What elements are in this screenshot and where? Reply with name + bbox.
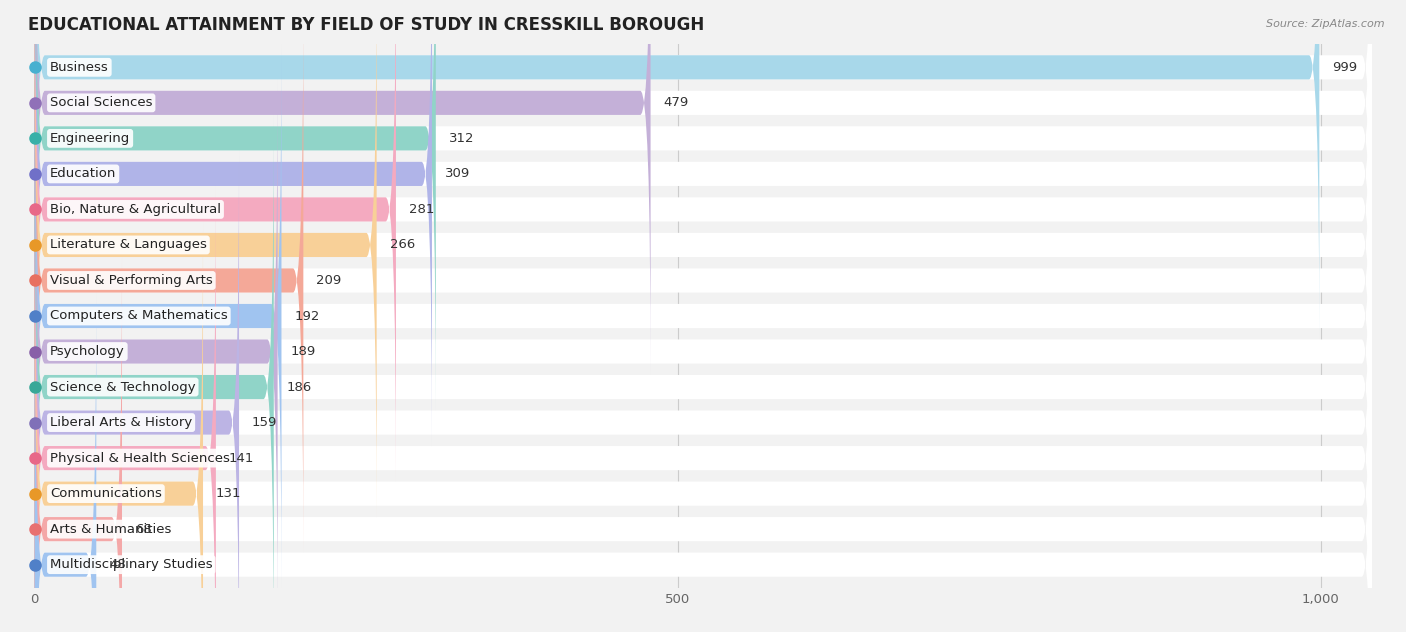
Text: Business: Business [51, 61, 108, 74]
Text: 266: 266 [389, 238, 415, 252]
FancyBboxPatch shape [35, 186, 1372, 632]
Text: 281: 281 [409, 203, 434, 216]
FancyBboxPatch shape [35, 0, 1319, 339]
Text: 189: 189 [291, 345, 316, 358]
FancyBboxPatch shape [35, 221, 202, 632]
Text: 309: 309 [444, 167, 470, 180]
Text: Multidisciplinary Studies: Multidisciplinary Studies [51, 558, 212, 571]
Text: 159: 159 [252, 416, 277, 429]
Text: 131: 131 [217, 487, 242, 500]
FancyBboxPatch shape [35, 221, 1372, 632]
FancyBboxPatch shape [35, 80, 1372, 624]
FancyBboxPatch shape [35, 0, 1372, 517]
Text: Bio, Nature & Agricultural: Bio, Nature & Agricultural [51, 203, 221, 216]
Text: 186: 186 [287, 380, 312, 394]
FancyBboxPatch shape [35, 293, 1372, 632]
FancyBboxPatch shape [35, 80, 277, 624]
Text: Science & Technology: Science & Technology [51, 380, 195, 394]
Text: Psychology: Psychology [51, 345, 125, 358]
FancyBboxPatch shape [35, 44, 1372, 588]
FancyBboxPatch shape [35, 0, 432, 446]
Text: 48: 48 [110, 558, 127, 571]
FancyBboxPatch shape [35, 8, 304, 552]
FancyBboxPatch shape [35, 0, 1372, 339]
Text: 479: 479 [664, 96, 689, 109]
Text: Liberal Arts & History: Liberal Arts & History [51, 416, 193, 429]
FancyBboxPatch shape [35, 44, 281, 588]
FancyBboxPatch shape [35, 0, 436, 411]
Text: Source: ZipAtlas.com: Source: ZipAtlas.com [1267, 19, 1385, 29]
FancyBboxPatch shape [35, 0, 377, 517]
FancyBboxPatch shape [35, 0, 651, 375]
Text: Engineering: Engineering [51, 132, 131, 145]
Text: Computers & Mathematics: Computers & Mathematics [51, 310, 228, 322]
FancyBboxPatch shape [35, 0, 1372, 446]
FancyBboxPatch shape [35, 115, 274, 632]
Text: Social Sciences: Social Sciences [51, 96, 152, 109]
FancyBboxPatch shape [35, 115, 1372, 632]
Text: Physical & Health Sciences: Physical & Health Sciences [51, 452, 229, 465]
Text: Communications: Communications [51, 487, 162, 500]
Text: 312: 312 [449, 132, 474, 145]
Text: EDUCATIONAL ATTAINMENT BY FIELD OF STUDY IN CRESSKILL BOROUGH: EDUCATIONAL ATTAINMENT BY FIELD OF STUDY… [28, 16, 704, 34]
FancyBboxPatch shape [35, 8, 1372, 552]
Text: 999: 999 [1331, 61, 1357, 74]
Text: 192: 192 [294, 310, 319, 322]
FancyBboxPatch shape [35, 0, 396, 482]
Text: Education: Education [51, 167, 117, 180]
FancyBboxPatch shape [35, 0, 1372, 482]
Text: 141: 141 [229, 452, 254, 465]
FancyBboxPatch shape [35, 257, 1372, 632]
FancyBboxPatch shape [35, 0, 1372, 375]
Text: Arts & Humanities: Arts & Humanities [51, 523, 172, 536]
FancyBboxPatch shape [35, 293, 96, 632]
Text: 68: 68 [135, 523, 152, 536]
Text: 209: 209 [316, 274, 342, 287]
FancyBboxPatch shape [35, 150, 1372, 632]
Text: Visual & Performing Arts: Visual & Performing Arts [51, 274, 212, 287]
FancyBboxPatch shape [35, 0, 1372, 411]
Text: Literature & Languages: Literature & Languages [51, 238, 207, 252]
FancyBboxPatch shape [35, 186, 217, 632]
FancyBboxPatch shape [35, 150, 239, 632]
FancyBboxPatch shape [35, 257, 122, 632]
